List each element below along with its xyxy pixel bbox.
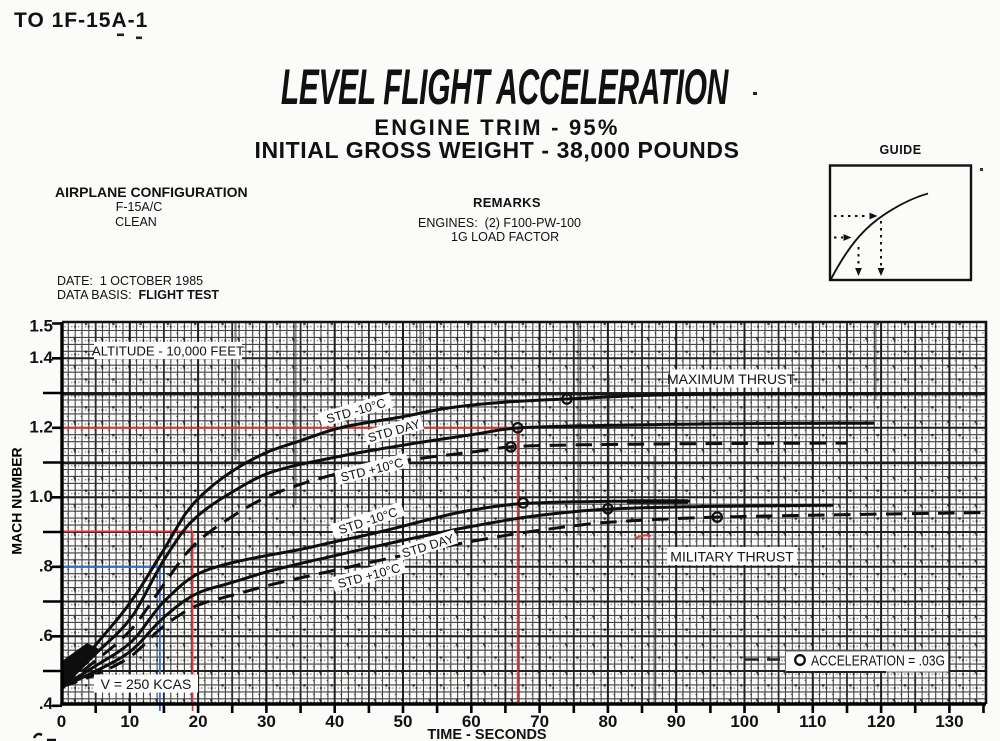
svg-text:MILITARY THRUST: MILITARY THRUST bbox=[670, 549, 794, 565]
svg-text:MAXIMUM THRUST: MAXIMUM THRUST bbox=[667, 371, 796, 387]
svg-text:10: 10 bbox=[120, 712, 139, 731]
svg-text:.8: .8 bbox=[39, 556, 53, 575]
svg-text:70: 70 bbox=[530, 712, 549, 731]
svg-text:TIME - SECONDS: TIME - SECONDS bbox=[427, 727, 547, 741]
svg-text:50: 50 bbox=[394, 712, 413, 731]
svg-text:30: 30 bbox=[257, 712, 276, 731]
svg-text:110: 110 bbox=[799, 712, 826, 731]
svg-text:ACCELERATION = .03G: ACCELERATION = .03G bbox=[811, 654, 945, 670]
svg-text:ALTITUDE - 10,000 FEET: ALTITUDE - 10,000 FEET bbox=[92, 344, 244, 359]
svg-text:80: 80 bbox=[598, 712, 617, 731]
svg-text:40: 40 bbox=[325, 712, 344, 731]
svg-text:MACH NUMBER: MACH NUMBER bbox=[9, 447, 25, 554]
svg-text:1.4: 1.4 bbox=[29, 348, 53, 367]
svg-text:1.0: 1.0 bbox=[29, 487, 53, 506]
svg-text:.4: .4 bbox=[39, 694, 54, 713]
svg-text:.6: .6 bbox=[39, 626, 53, 645]
svg-text:0: 0 bbox=[57, 712, 66, 731]
svg-text:1.2: 1.2 bbox=[29, 417, 53, 436]
svg-text:130: 130 bbox=[935, 712, 963, 731]
svg-text:V = 250 KCAS: V = 250 KCAS bbox=[101, 676, 192, 692]
svg-text:1.5: 1.5 bbox=[29, 317, 53, 336]
svg-text:100: 100 bbox=[730, 712, 758, 731]
svg-text:120: 120 bbox=[867, 712, 895, 731]
svg-text:90: 90 bbox=[667, 712, 686, 731]
svg-text:60: 60 bbox=[462, 712, 481, 731]
svg-text:20: 20 bbox=[189, 712, 208, 731]
